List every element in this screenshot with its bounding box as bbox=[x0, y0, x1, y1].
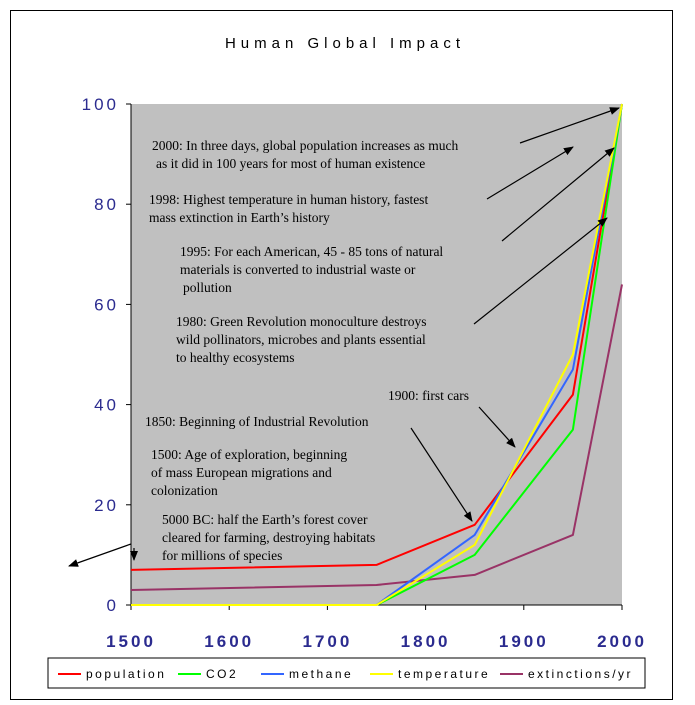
y-tick-label: 100 bbox=[82, 95, 119, 114]
annotation-1850: 1850: Beginning of Industrial Revolution bbox=[145, 414, 369, 429]
annotation-arrow bbox=[519, 107, 620, 144]
annotation-arrow bbox=[410, 427, 473, 522]
annotation-1500: 1500: Age of exploration, beginning of ma… bbox=[151, 447, 347, 498]
annotation-line: mass extinction in Earth’s history bbox=[149, 210, 330, 225]
annotation-arrow bbox=[478, 406, 516, 448]
annotation-line: 1500: Age of exploration, beginning bbox=[151, 447, 347, 462]
annotation-line: 1995: For each American, 45 - 85 tons of… bbox=[180, 244, 443, 259]
annotation-arrow bbox=[473, 217, 608, 325]
series-line-extinctions-yr bbox=[130, 284, 623, 591]
annotation-line: wild pollinators, microbes and plants es… bbox=[176, 332, 426, 347]
x-tick-label: 1800 bbox=[401, 632, 451, 651]
legend: population CO2 methane temperature extinctio… bbox=[47, 657, 646, 689]
annotation-line: 1850: Beginning of Industrial Revolution bbox=[145, 414, 369, 429]
annotation-line: 1998: Highest temperature in human histo… bbox=[149, 192, 428, 207]
x-tick-label: 2000 bbox=[597, 632, 647, 651]
annotation-line: 2000: In three days, global population i… bbox=[152, 138, 459, 153]
legend-label: population bbox=[86, 667, 166, 681]
annotation-5000: 5000 BC: half the Earth’s forest cover cl… bbox=[162, 512, 375, 563]
annotation-1995: 1995: For each American, 45 - 85 tons of… bbox=[180, 244, 443, 295]
series-layer bbox=[130, 103, 623, 606]
x-tick-label: 1500 bbox=[106, 632, 156, 651]
annotation-line: 1980: Green Revolution monoculture destr… bbox=[176, 314, 426, 329]
annotation-line: as it did in 100 years for most of human… bbox=[156, 156, 425, 171]
y-tick-label: 80 bbox=[94, 195, 119, 214]
plot-area bbox=[131, 104, 622, 605]
legend-label: methane bbox=[289, 667, 353, 681]
y-tick-label: 20 bbox=[94, 496, 119, 515]
legend-label: temperature bbox=[398, 667, 490, 681]
annotation-layer: 2000: In three days, global population i… bbox=[68, 107, 620, 567]
annotation-1900: 1900: first cars bbox=[388, 388, 469, 403]
annotation-line: colonization bbox=[151, 483, 218, 498]
axes: 0 20 40 60 80 100 1500 1600 1700 1800 1900 2000 bbox=[82, 95, 647, 651]
series-line-temperature bbox=[131, 103, 623, 606]
annotation-line: for millions of species bbox=[162, 548, 282, 563]
annotation-line: 5000 BC: half the Earth’s forest cover bbox=[162, 512, 368, 527]
x-tick-label: 1600 bbox=[204, 632, 254, 651]
series-line-population bbox=[130, 103, 623, 571]
annotation-line: materials is converted to industrial was… bbox=[180, 262, 416, 277]
y-tick-label: 0 bbox=[107, 596, 119, 615]
annotation-line: 1900: first cars bbox=[388, 388, 469, 403]
legend-label: extinctions/yr bbox=[528, 667, 633, 681]
y-tick-label: 40 bbox=[94, 396, 119, 415]
annotation-line: to healthy ecosystems bbox=[176, 350, 294, 365]
chart-title: Human Global Impact bbox=[225, 35, 465, 52]
annotation-line: pollution bbox=[183, 280, 232, 295]
x-tick-label: 1700 bbox=[302, 632, 352, 651]
annotation-1980: 1980: Green Revolution monoculture destr… bbox=[176, 314, 426, 365]
legend-label: CO2 bbox=[206, 667, 238, 681]
x-tick-label: 1900 bbox=[499, 632, 549, 651]
annotation-line: cleared for farming, destroying habitats bbox=[162, 530, 375, 545]
y-tick-label: 60 bbox=[94, 295, 119, 314]
annotation-line: of mass European migrations and bbox=[151, 465, 332, 480]
annotation-2000: 2000: In three days, global population i… bbox=[152, 138, 459, 171]
annotation-1998: 1998: Highest temperature in human histo… bbox=[149, 192, 428, 225]
annotation-arrow bbox=[486, 146, 574, 200]
annotation-arrow bbox=[501, 147, 615, 242]
legend-box bbox=[47, 657, 646, 689]
annotation-arrow bbox=[68, 543, 132, 567]
